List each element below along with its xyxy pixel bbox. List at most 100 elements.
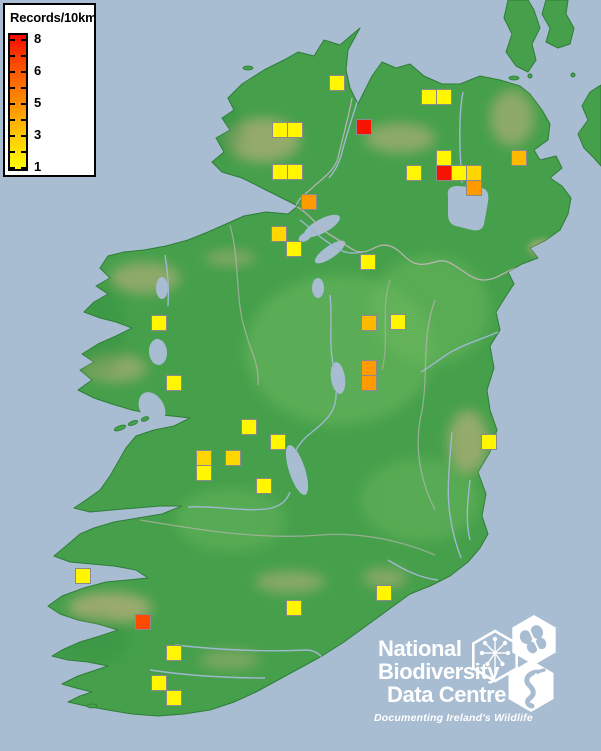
legend-tick bbox=[10, 39, 15, 41]
river-erne bbox=[299, 219, 363, 254]
logo-hexagon-icons bbox=[471, 615, 556, 712]
record-square[interactable] bbox=[271, 226, 287, 242]
legend-tick-label: 6 bbox=[34, 63, 42, 78]
river-suir bbox=[387, 559, 439, 581]
lough-mask bbox=[148, 339, 168, 365]
legend-tick bbox=[21, 103, 26, 105]
legend-tick-label: 1 bbox=[34, 159, 42, 174]
ni-border bbox=[295, 97, 517, 281]
lough-erne-upper bbox=[314, 240, 346, 264]
record-square[interactable] bbox=[511, 150, 527, 166]
river-barrow bbox=[447, 431, 462, 559]
record-square[interactable] bbox=[421, 89, 437, 105]
lough-allen bbox=[312, 278, 324, 298]
record-square[interactable] bbox=[286, 241, 302, 257]
river-slaney bbox=[466, 479, 471, 541]
record-square[interactable] bbox=[256, 478, 272, 494]
legend-gradient-bar bbox=[8, 33, 28, 171]
record-square[interactable] bbox=[196, 450, 212, 466]
record-square[interactable] bbox=[466, 180, 482, 196]
scotland-landmass bbox=[503, 0, 601, 167]
record-square[interactable] bbox=[166, 690, 182, 706]
record-square[interactable] bbox=[406, 165, 422, 181]
kintyre-coast bbox=[577, 84, 601, 167]
record-square[interactable] bbox=[451, 165, 467, 181]
record-square[interactable] bbox=[329, 75, 345, 91]
islay bbox=[503, 0, 541, 73]
legend-tick bbox=[21, 55, 26, 57]
legend-tick-label: 5 bbox=[34, 95, 42, 110]
record-square[interactable] bbox=[287, 122, 303, 138]
legend-tick bbox=[10, 87, 15, 89]
record-square[interactable] bbox=[286, 600, 302, 616]
legend-tick bbox=[10, 71, 15, 73]
legend-tick bbox=[10, 151, 15, 153]
record-square[interactable] bbox=[466, 165, 482, 181]
legend-tick-label: 8 bbox=[34, 31, 42, 46]
river-moy bbox=[164, 254, 170, 307]
record-square[interactable] bbox=[151, 675, 167, 691]
legend-tick bbox=[10, 167, 15, 169]
lough-derg bbox=[285, 445, 309, 495]
legend-tick bbox=[21, 135, 26, 137]
lakes-layer bbox=[138, 186, 489, 495]
borders-layer bbox=[139, 97, 517, 556]
river-shannon bbox=[187, 294, 337, 511]
legend-tick bbox=[10, 55, 15, 57]
lough-ree bbox=[330, 362, 346, 394]
record-square[interactable] bbox=[361, 375, 377, 391]
tory-island bbox=[242, 65, 254, 71]
record-square[interactable] bbox=[361, 315, 377, 331]
record-square[interactable] bbox=[196, 465, 212, 481]
record-square[interactable] bbox=[225, 450, 241, 466]
record-square[interactable] bbox=[356, 119, 372, 135]
record-square[interactable] bbox=[166, 375, 182, 391]
river-blackwater bbox=[174, 644, 326, 663]
legend-box: Records/10km 8 6 5 3 1 bbox=[3, 3, 97, 177]
logo-text-national: National bbox=[378, 636, 462, 661]
rathlin-island bbox=[508, 75, 520, 81]
record-square[interactable] bbox=[436, 165, 452, 181]
record-square[interactable] bbox=[166, 645, 182, 661]
record-square[interactable] bbox=[270, 434, 286, 450]
lough-conn bbox=[156, 277, 168, 299]
record-square[interactable] bbox=[481, 434, 497, 450]
record-square[interactable] bbox=[390, 314, 406, 330]
legend-title: Records/10km bbox=[10, 10, 97, 25]
record-square[interactable] bbox=[287, 164, 303, 180]
river-foyle bbox=[328, 101, 358, 179]
lough-corrib bbox=[138, 392, 166, 424]
record-square[interactable] bbox=[436, 150, 452, 166]
record-square[interactable] bbox=[135, 614, 151, 630]
record-square[interactable] bbox=[360, 254, 376, 270]
dandelion-hexagon-icon bbox=[471, 629, 518, 683]
legend-tick bbox=[21, 151, 26, 153]
record-square[interactable] bbox=[151, 315, 167, 331]
legend-tick bbox=[21, 71, 26, 73]
river-lee bbox=[149, 669, 266, 679]
record-square[interactable] bbox=[241, 419, 257, 435]
islands-layer bbox=[86, 65, 520, 709]
record-square[interactable] bbox=[301, 194, 317, 210]
seahorse-hexagon-icon bbox=[508, 660, 554, 712]
butterfly-hexagon-icon bbox=[512, 615, 556, 665]
record-square[interactable] bbox=[436, 89, 452, 105]
aran-islands bbox=[113, 424, 127, 432]
legend-tick bbox=[21, 87, 26, 89]
logo-text-data-centre: Data Centre bbox=[387, 682, 507, 707]
legend-tick bbox=[10, 103, 15, 105]
legend-tick-label: 3 bbox=[34, 127, 42, 142]
record-square[interactable] bbox=[376, 585, 392, 601]
river-boyne bbox=[420, 331, 499, 373]
clear-island bbox=[86, 703, 98, 709]
legend-tick bbox=[10, 119, 15, 121]
lough-neagh bbox=[447, 186, 489, 231]
record-square[interactable] bbox=[75, 568, 91, 584]
legend-tick bbox=[10, 135, 15, 137]
record-square[interactable] bbox=[361, 360, 377, 376]
jura bbox=[541, 0, 575, 49]
record-square[interactable] bbox=[272, 164, 288, 180]
record-square[interactable] bbox=[272, 122, 288, 138]
